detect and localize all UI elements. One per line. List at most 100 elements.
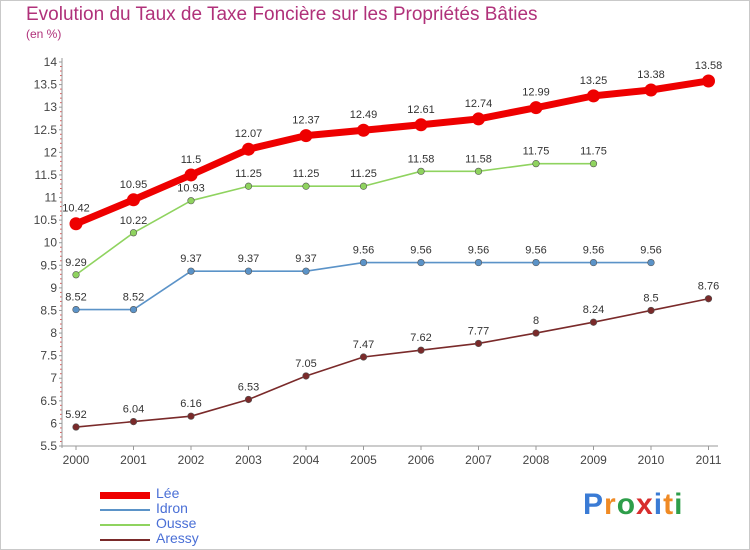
series-line-idron (75, 261, 652, 311)
data-label-lée: 10.95 (120, 179, 148, 191)
logo-letter: i (674, 488, 684, 521)
y-tick-label: 11 (45, 191, 58, 205)
data-point-lée (127, 193, 140, 207)
y-minor-tick (60, 187, 62, 189)
y-minor-tick (60, 120, 62, 122)
x-tick-label: 2009 (580, 453, 607, 467)
y-minor-tick (60, 282, 62, 284)
data-point-idron (589, 258, 598, 267)
data-label-lée: 12.99 (522, 87, 550, 99)
y-tick-label: 9 (50, 281, 57, 295)
y-minor-tick (60, 93, 62, 95)
y-minor-tick (60, 314, 62, 316)
data-label-idron: 9.56 (410, 245, 431, 257)
data-label-idron: 8.52 (65, 292, 86, 304)
data-point-ousse (532, 160, 540, 168)
data-point-ousse (187, 197, 195, 205)
data-label-lée: 13.25 (580, 75, 608, 87)
y-minor-tick (60, 246, 62, 248)
y-minor-tick (60, 66, 62, 68)
x-tick-label: 2003 (235, 453, 262, 467)
data-label-aressy: 7.05 (295, 358, 316, 370)
data-point-ousse (589, 160, 598, 168)
data-label-aressy: 6.04 (123, 404, 144, 416)
data-point-idron (417, 258, 425, 267)
data-point-lée (587, 89, 600, 103)
data-point-lée (357, 123, 370, 137)
y-minor-tick (60, 233, 62, 235)
data-label-lée: 12.37 (292, 115, 320, 127)
logo-letter: o (616, 488, 637, 521)
data-point-aressy (417, 346, 425, 354)
y-minor-tick (60, 75, 62, 77)
y-minor-tick (60, 165, 62, 167)
y-minor-tick (60, 201, 62, 203)
y-minor-tick (60, 350, 62, 352)
y-minor-tick (60, 111, 62, 113)
data-label-aressy: 6.53 (238, 381, 259, 393)
series-line-aressy (75, 297, 710, 428)
legend-label: Ousse (156, 515, 197, 531)
y-minor-tick (60, 278, 62, 280)
data-point-idron (647, 258, 655, 267)
y-tick-label: 14 (44, 55, 58, 69)
data-point-lée (472, 112, 485, 126)
legend-label: Lée (156, 485, 180, 501)
data-point-ousse (72, 271, 80, 279)
series-line-ousse (75, 162, 595, 276)
data-point-ousse (302, 182, 310, 190)
y-minor-tick (60, 206, 62, 208)
y-minor-tick (60, 300, 62, 302)
legend-label: Aressy (156, 530, 199, 546)
y-minor-tick (60, 436, 62, 438)
y-minor-tick (60, 70, 62, 72)
data-label-ousse: 9.29 (65, 257, 86, 269)
x-tick-label: 2006 (408, 453, 435, 467)
chart-title: Evolution du Taux de Taxe Foncière sur l… (26, 4, 538, 25)
data-label-ousse: 11.75 (523, 146, 550, 158)
data-point-aressy (647, 306, 655, 315)
logo-letter: x (636, 488, 654, 521)
data-point-ousse (359, 182, 368, 190)
y-minor-tick (60, 364, 62, 366)
data-label-aressy: 7.77 (468, 325, 489, 337)
x-tick-label: 2008 (523, 453, 550, 467)
y-minor-tick (60, 169, 62, 171)
y-minor-tick (60, 97, 62, 99)
data-label-idron: 9.37 (180, 253, 201, 265)
data-label-ousse: 11.58 (465, 153, 492, 165)
series-line-lée (72, 77, 712, 228)
data-label-idron: 9.37 (238, 253, 259, 265)
data-label-aressy: 7.62 (410, 332, 431, 344)
x-tick-label: 2007 (465, 453, 492, 467)
y-minor-tick (60, 382, 62, 384)
data-point-aressy (474, 339, 483, 348)
data-point-aressy (704, 295, 713, 303)
y-minor-tick (60, 323, 62, 325)
data-label-aressy: 6.16 (180, 398, 201, 410)
y-minor-tick (60, 431, 62, 433)
data-label-ousse: 11.75 (580, 146, 607, 158)
y-minor-tick (60, 269, 62, 271)
data-point-aressy (302, 372, 310, 380)
y-tick-label: 10 (44, 236, 58, 250)
data-label-lée: 13.58 (695, 60, 723, 72)
y-minor-tick (60, 160, 62, 162)
y-minor-tick (60, 368, 62, 370)
y-minor-tick (60, 210, 62, 212)
data-label-idron: 9.56 (468, 245, 489, 257)
data-label-lée: 12.61 (407, 104, 435, 116)
x-tick-label: 2004 (293, 453, 320, 467)
data-label-lée: 12.74 (465, 98, 493, 110)
data-label-aressy: 5.92 (65, 409, 86, 421)
data-label-ousse: 11.25 (235, 168, 262, 180)
x-tick-label: 2011 (696, 453, 722, 467)
legend-swatch (100, 509, 150, 511)
logo-letter: i (653, 488, 664, 521)
legend-swatch (100, 491, 150, 499)
data-point-lée (414, 118, 428, 132)
x-tick-label: 2010 (638, 453, 665, 467)
y-tick-label: 8.5 (40, 303, 57, 317)
data-point-idron (474, 258, 483, 267)
